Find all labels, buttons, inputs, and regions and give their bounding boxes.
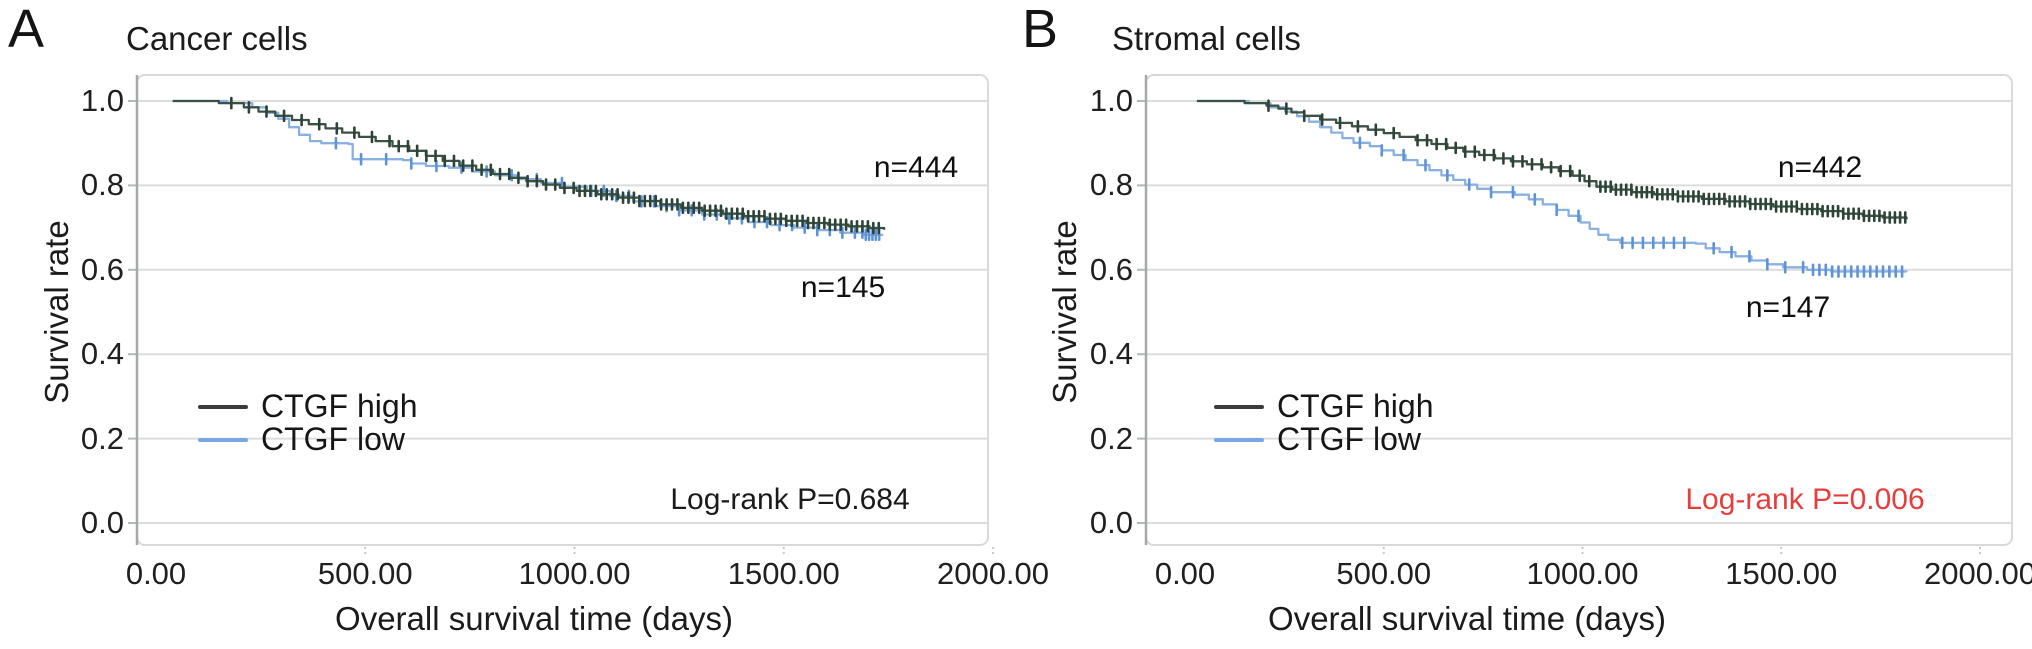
x-tick-label: 1500.00 xyxy=(727,556,840,591)
legend-label-ctgf-high: CTGF high xyxy=(261,388,418,424)
y-tick-label: 1.0 xyxy=(80,83,124,118)
legend-line-ctgf-low-icon xyxy=(198,437,248,442)
legend-line-ctgf-low-icon xyxy=(1214,437,1264,442)
chart-title: Cancer cells xyxy=(126,20,308,57)
gridlines xyxy=(1146,100,2012,524)
legend-label-ctgf-high: CTGF high xyxy=(1277,388,1434,424)
censor-marks-ctgf-high xyxy=(230,96,881,235)
legend: CTGF high CTGF low xyxy=(1214,388,1434,457)
x-tick-label: 1500.00 xyxy=(1725,556,1838,591)
x-axis-title: Overall survival time (days) xyxy=(335,600,733,637)
y-tick-label: 0.0 xyxy=(1089,505,1133,540)
y-tick-label: 0.6 xyxy=(80,251,124,287)
legend-row-ctgf-low: CTGF low xyxy=(198,421,417,457)
y-tick-marks xyxy=(128,100,137,524)
legend-line-ctgf-high-icon xyxy=(198,404,248,409)
legend-label-ctgf-low: CTGF low xyxy=(1277,421,1421,457)
n-low-label: n=145 xyxy=(800,271,886,304)
survival-curve-ctgf-low xyxy=(1196,99,1908,273)
x-tick-label: 500.00 xyxy=(317,556,413,591)
gridlines xyxy=(137,100,988,524)
panel-a-cancer-cells: A Cancer cells Survival rate Overall sur… xyxy=(8,0,1049,637)
survival-plot xyxy=(128,74,994,555)
y-tick-label: 0.0 xyxy=(80,505,124,540)
legend-row-ctgf-high: CTGF high xyxy=(198,388,418,424)
x-tick-marks xyxy=(364,547,994,555)
panel-b-stromal-cells: B Stromal cells Survival rate Overall su… xyxy=(1016,0,2032,649)
survival-curve-ctgf-high xyxy=(1196,99,1908,220)
x-tick-marks xyxy=(1382,547,1981,555)
censor-marks-ctgf-high xyxy=(1267,99,1907,224)
y-tick-label: 0.4 xyxy=(1089,336,1133,372)
censor-marks-ctgf-low xyxy=(1358,136,1904,278)
x-tick-label: 0.00 xyxy=(1154,556,1216,591)
legend-label-ctgf-low: CTGF low xyxy=(261,421,405,457)
logrank-p-label: Log-rank P=0.684 xyxy=(670,483,910,516)
x-axis-title: Overall survival time (days) xyxy=(1268,600,1666,637)
y-tick-label: 0.8 xyxy=(80,167,124,203)
y-tick-label: 0.2 xyxy=(80,420,124,456)
plot-frame xyxy=(136,74,989,546)
chart-title: Stromal cells xyxy=(1112,20,1301,57)
n-high-label: n=444 xyxy=(873,151,959,184)
logrank-p-label: Log-rank P=0.006 xyxy=(1685,483,1925,516)
y-tick-label: 0.2 xyxy=(1089,420,1133,456)
x-tick-label: 2000.00 xyxy=(1923,556,2032,591)
legend-row-ctgf-low: CTGF low xyxy=(1214,421,1433,457)
y-tick-marks xyxy=(1137,100,1146,524)
panel-letter-a: A xyxy=(8,0,45,59)
legend-line-ctgf-high-icon xyxy=(1214,404,1264,409)
y-tick-label: 0.6 xyxy=(1089,251,1133,287)
survival-plot xyxy=(1137,74,2013,555)
x-tick-label: 1000.00 xyxy=(518,556,631,591)
y-tick-label: 0.4 xyxy=(80,336,124,372)
y-tick-label: 1.0 xyxy=(1089,83,1133,118)
survival-curve-ctgf-high xyxy=(172,99,886,230)
x-tick-label: 500.00 xyxy=(1336,556,1432,591)
y-tick-label: 0.8 xyxy=(1089,167,1133,203)
plot-frame xyxy=(1145,74,2013,546)
x-tick-label: 1000.00 xyxy=(1526,556,1639,591)
panel-letter-b: B xyxy=(1022,0,1059,59)
legend-row-ctgf-high: CTGF high xyxy=(1214,388,1434,424)
n-low-label: n=147 xyxy=(1745,291,1831,324)
n-high-label: n=442 xyxy=(1777,151,1863,184)
legend: CTGF high CTGF low xyxy=(198,388,418,457)
x-tick-label: 2000.00 xyxy=(936,556,1050,591)
x-tick-label: 0.00 xyxy=(125,556,187,591)
